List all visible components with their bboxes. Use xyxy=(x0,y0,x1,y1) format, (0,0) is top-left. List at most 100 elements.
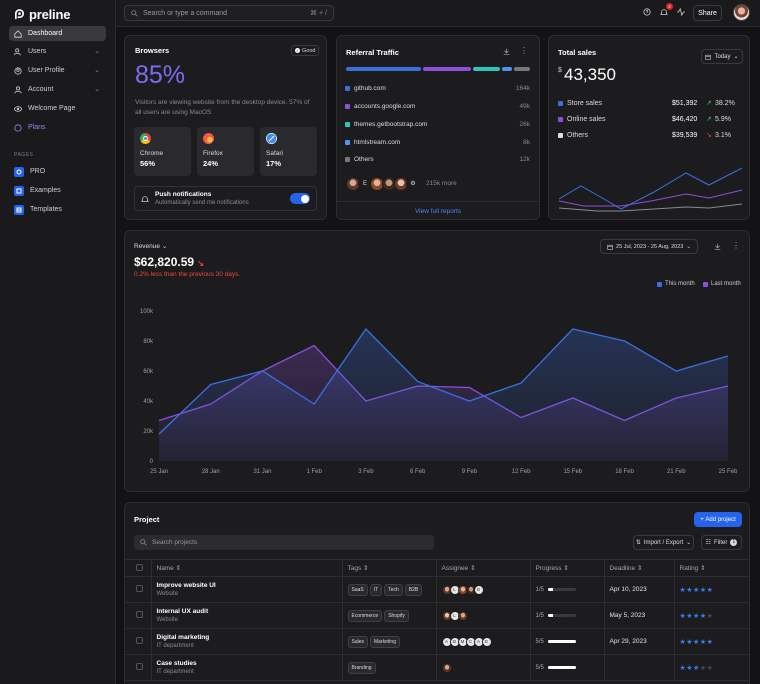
brand-logo[interactable]: preline xyxy=(14,7,70,22)
search-input[interactable]: Search or type a command ⌘ + / xyxy=(124,5,334,21)
column-header[interactable]: Progress ⇕ xyxy=(529,559,604,577)
sparkline-online-sales xyxy=(559,189,743,207)
user-avatar[interactable] xyxy=(733,4,750,21)
x-tick-label: 1 Feb xyxy=(307,469,323,475)
rating-stars[interactable]: ★★★★★ xyxy=(679,638,714,646)
sidebar-item-user-profile[interactable]: User Profile ⌄ xyxy=(9,63,106,78)
rating-stars[interactable]: ★★★★★ xyxy=(679,586,714,594)
project-name[interactable]: Internal UX audit xyxy=(156,608,209,615)
table-row[interactable]: Digital marketing IT department Sales Mark… xyxy=(125,628,749,655)
project-search-input[interactable]: Search projects xyxy=(134,535,434,550)
download-icon[interactable] xyxy=(503,48,510,55)
sidebar-item-templates[interactable]: Templates xyxy=(9,202,106,217)
revenue-label: Revenue xyxy=(134,243,161,250)
import-export-button[interactable]: ⇅ Import / Export ⌄ xyxy=(633,535,694,550)
column-header-label: Rating xyxy=(679,565,699,572)
add-project-button[interactable]: + Add project xyxy=(694,512,742,527)
referral-row[interactable]: github.com 164k xyxy=(345,82,530,94)
tag[interactable]: Marketing xyxy=(370,635,400,648)
tag[interactable]: Shopify xyxy=(384,609,409,622)
sidebar-item-pro[interactable]: PRO xyxy=(9,164,106,179)
filter-button[interactable]: ☷ Filter 1 xyxy=(701,535,742,550)
referral-bar-segment xyxy=(514,67,530,71)
table-row[interactable]: Internal UX audit Website Ecommerce Shopif… xyxy=(125,602,749,629)
rating-stars[interactable]: ★★★★★ xyxy=(679,612,714,620)
chevron-down-icon: ⌄ xyxy=(686,243,691,250)
rating-stars[interactable]: ★★★★★ xyxy=(679,664,714,672)
tag[interactable]: Tech xyxy=(384,583,403,596)
checkbox[interactable] xyxy=(136,663,143,670)
browser-value: 24% xyxy=(203,159,219,168)
project-name[interactable]: Improve website UI xyxy=(156,582,216,589)
checkbox[interactable] xyxy=(136,563,143,571)
avatar-group[interactable]: E ⚙ 215k more xyxy=(346,176,457,191)
filter-label: Filter xyxy=(714,539,728,546)
tag[interactable]: Branding xyxy=(347,661,376,674)
column-header[interactable]: Assignee ⇕ xyxy=(435,559,530,577)
sidebar-item-examples[interactable]: Examples xyxy=(9,183,106,198)
period-dropdown[interactable]: Today ⌄ xyxy=(701,49,743,64)
x-tick-label: 9 Feb xyxy=(462,469,478,475)
sales-label: Others xyxy=(567,131,589,139)
tag[interactable]: B2B xyxy=(404,583,423,596)
more-vertical-icon[interactable]: ⋮ xyxy=(520,46,528,55)
referral-row[interactable]: Others 12k xyxy=(345,153,530,165)
sidebar-item-users[interactable]: Users ⌄ xyxy=(9,44,106,59)
help-icon[interactable] xyxy=(643,8,651,16)
bell-icon[interactable] xyxy=(660,8,668,16)
table-row[interactable]: Improve website UI Website SaaS IT Tech B2B … xyxy=(125,576,749,603)
tag[interactable]: SaaS xyxy=(347,583,368,596)
sidebar-item-plans[interactable]: Plans xyxy=(9,120,106,135)
deadline xyxy=(603,654,674,681)
sales-change: 5.9% xyxy=(715,115,731,123)
sidebar-item-account[interactable]: Account ⌄ xyxy=(9,82,106,97)
share-button[interactable]: Share xyxy=(693,5,722,21)
referral-row[interactable]: htmlstream.com 8k xyxy=(345,136,530,148)
referral-bar-segment xyxy=(346,67,421,71)
revenue-dropdown[interactable]: Revenue ⌄ xyxy=(134,242,167,250)
sidebar-item-label: Examples xyxy=(30,187,61,194)
tag[interactable]: Sales xyxy=(347,635,369,648)
sales-amount: $46,420 xyxy=(672,115,698,123)
download-icon[interactable] xyxy=(714,243,721,250)
project-name[interactable]: Digital marketing xyxy=(156,634,210,641)
period-label: Today xyxy=(714,53,731,60)
sort-icon: ⇕ xyxy=(636,565,643,572)
tag[interactable]: IT xyxy=(369,583,383,596)
progress-text: 5/5 xyxy=(535,664,544,671)
browser-tile-safari: Safari 17% xyxy=(260,127,317,176)
projects-table: Name ⇕ Tags ⇕ Assignee ⇕ Progress ⇕ Dead… xyxy=(125,559,749,681)
column-header[interactable]: Rating ⇕ xyxy=(673,559,749,577)
topbar: Search or type a command ⌘ + / 2 Share xyxy=(116,0,760,27)
browser-name: Safari xyxy=(266,150,283,157)
view-full-reports-link[interactable]: View full reports xyxy=(414,208,462,215)
referral-row[interactable]: themes.getbootstrap.com 26k xyxy=(345,118,530,130)
date-range-picker[interactable]: 25 Jul, 2023 - 25 Aug, 2023 ⌄ xyxy=(600,239,698,254)
referral-row[interactable]: accounts.google.com 49k xyxy=(345,100,530,112)
more-vertical-icon[interactable]: ⋮ xyxy=(732,241,740,250)
color-dot xyxy=(558,100,563,106)
status-badge-label: Good xyxy=(302,47,316,54)
header-select-all[interactable] xyxy=(125,559,151,577)
sidebar-item-dashboard[interactable]: Dashboard xyxy=(9,26,106,41)
x-tick-label: 21 Feb xyxy=(667,469,686,475)
checkbox[interactable] xyxy=(136,611,143,618)
column-header[interactable]: Tags ⇕ xyxy=(341,559,436,577)
more-count: 215k more xyxy=(426,180,457,187)
bell-icon xyxy=(141,196,149,202)
push-toggle[interactable] xyxy=(290,193,310,204)
tag[interactable]: Ecommerce xyxy=(347,609,383,622)
project-category: IT department xyxy=(156,669,194,675)
project-name[interactable]: Case studies xyxy=(156,660,197,667)
sidebar-item-welcome-page[interactable]: Welcome Page xyxy=(9,101,106,116)
checkbox[interactable] xyxy=(136,637,143,644)
checkbox[interactable] xyxy=(136,585,143,592)
area-this-month xyxy=(159,329,728,461)
activity-icon[interactable] xyxy=(677,8,685,16)
column-header-label: Deadline xyxy=(609,565,636,572)
import-export-icon: ⇅ xyxy=(635,540,641,546)
column-header[interactable]: Name ⇕ xyxy=(150,559,342,577)
chevron-down-icon: ⌄ xyxy=(733,54,739,60)
column-header[interactable]: Deadline ⇕ xyxy=(603,559,674,577)
table-row[interactable]: Case studies IT department Branding 5/5 ★… xyxy=(125,654,749,681)
